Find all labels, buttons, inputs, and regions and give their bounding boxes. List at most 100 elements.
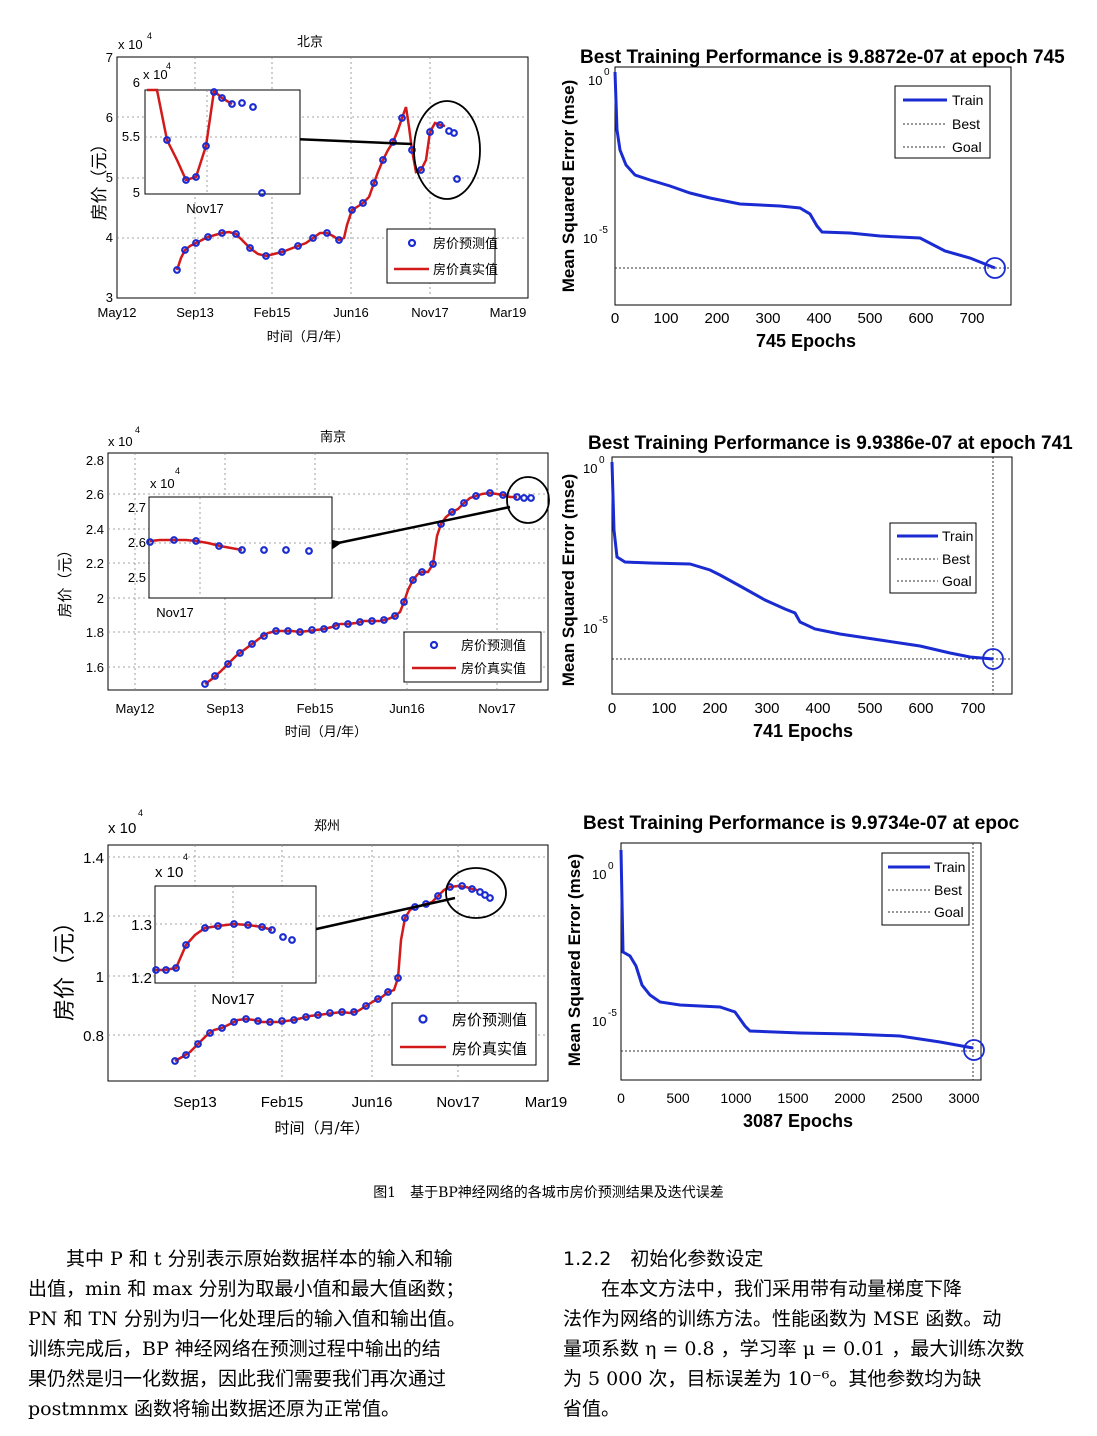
- legend-train: Train: [942, 528, 973, 544]
- exp-power: 4: [147, 31, 152, 41]
- perf-xtick: 500: [666, 1090, 690, 1106]
- perf-title: Best Training Performance is 9.9386e-07 …: [588, 433, 1073, 454]
- perf-xtick: 400: [805, 700, 830, 717]
- ytick-exp: 0: [604, 67, 610, 78]
- perf-xtick: 3000: [948, 1090, 979, 1106]
- paragraph-line: 量项系数 η = 0.8 ，学习率 μ = 0.01 ，最大训练次数: [563, 1338, 1025, 1360]
- perf-xlabel: 741 Epochs: [753, 721, 853, 741]
- xtick: Sep13: [176, 305, 214, 320]
- xtick: May12: [97, 305, 136, 320]
- ytick: 2.2: [86, 556, 104, 571]
- inset-exp-power: 4: [166, 61, 171, 71]
- perf-ylabel: Mean Squared Error (mse): [565, 854, 584, 1067]
- ytick: 0.8: [83, 1028, 104, 1045]
- legend-actual: 房价真实值: [452, 1040, 527, 1058]
- exp-label: x 10: [108, 820, 136, 837]
- perf-xtick: 600: [908, 310, 933, 327]
- chart-title: 北京: [297, 35, 323, 50]
- price-chart-zhengzhou: 郑州 x 10 4 0.8 1 1.2 1.4 Sep13 Feb15 Jun1…: [53, 808, 567, 1137]
- legend-best: Best: [952, 116, 980, 132]
- highlight-circle: [445, 867, 507, 919]
- inset-exp-power: 4: [175, 466, 180, 476]
- inset-xtick: Nov17: [211, 991, 254, 1008]
- xtick: Feb15: [297, 701, 334, 716]
- paragraph-line: 在本文方法中，我们采用带有动量梯度下降: [601, 1278, 963, 1300]
- xtick: Feb15: [254, 305, 291, 320]
- inset-ytick: 5: [133, 185, 140, 200]
- xtick: Nov17: [436, 1094, 479, 1111]
- figure-panel: 北京 x 10 4 3 4 5 6 7 May12 Sep13 Feb15 Ju…: [53, 31, 1079, 1137]
- best-marker: [984, 257, 1006, 279]
- paragraph-line: 为 5 000 次，目标误差为 10⁻⁶。其他参数均为缺: [563, 1368, 982, 1390]
- y-axis-label: 房价（元）: [90, 136, 110, 221]
- legend-goal: Goal: [934, 904, 964, 920]
- best-marker: [963, 1039, 985, 1061]
- inset-exp-label: x 10: [155, 864, 183, 881]
- exp-label: x 10: [108, 434, 133, 449]
- ytick-base: 10: [588, 73, 602, 88]
- ytick-exp: -5: [608, 1008, 617, 1019]
- ytick: 7: [106, 50, 113, 65]
- perf-xtick: 0: [611, 310, 619, 327]
- x-axis-label: 时间（月/年）: [267, 330, 349, 345]
- inset-zoom: x 10 4 1.2 1.3 Nov17: [131, 852, 317, 1008]
- inset-exp-label: x 10: [143, 67, 168, 82]
- perf-xtick: 200: [704, 310, 729, 327]
- perf-xtick: 600: [908, 700, 933, 717]
- xtick: Mar19: [490, 305, 527, 320]
- legend: 房价预测值 房价真实值: [403, 631, 542, 683]
- right-column-text: 1.2.2 初始化参数设定 在本文方法中，我们采用带有动量梯度下降 法作为网络的…: [563, 1244, 1055, 1424]
- xtick: Jun16: [333, 305, 368, 320]
- legend-actual: 房价真实值: [433, 262, 498, 278]
- ytick: 5: [106, 170, 113, 185]
- ytick: 1.6: [86, 660, 104, 675]
- xtick: Jun16: [389, 701, 424, 716]
- legend-goal: Goal: [952, 139, 982, 155]
- exp-label: x 10: [118, 37, 143, 52]
- inset-ytick: 1.3: [131, 917, 152, 934]
- price-chart-nanjing: 南京 x 10 4 1.6 1.8 2 2.2 2.4 2.6 2.8 May1…: [56, 425, 550, 740]
- ytick: 4: [106, 230, 113, 245]
- perf-xtick: 500: [857, 700, 882, 717]
- ytick-exp: -5: [599, 615, 608, 626]
- inset-zoom: x 10 4 5 5.5 6 Nov17: [122, 61, 301, 216]
- perf-ylabel: Mean Squared Error (mse): [559, 474, 578, 687]
- perf-xtick: 700: [959, 310, 984, 327]
- ytick-exp: 0: [599, 455, 605, 466]
- exp-power: 4: [135, 425, 140, 435]
- ytick: 2.8: [86, 453, 104, 468]
- zoom-arrow: [310, 505, 511, 561]
- ytick-base: 10: [583, 461, 597, 476]
- highlight-circle: [413, 100, 481, 200]
- legend: 房价预测值 房价真实值: [391, 1002, 537, 1066]
- left-column-text: 其中 P 和 t 分别表示原始数据样本的输入和输 出值，min 和 max 分别…: [28, 1244, 520, 1424]
- perf-legend: Train Best Goal: [881, 852, 970, 926]
- perf-chart-2: Best Training Performance is 9.9386e-07 …: [559, 433, 1073, 741]
- paragraph-line: postmnmx 函数将输出数据还原为正常值。: [28, 1398, 401, 1420]
- zoom-arrow: [284, 896, 456, 948]
- inset-ytick: 6: [133, 75, 140, 90]
- legend-best: Best: [934, 882, 962, 898]
- perf-xlabel: 745 Epochs: [756, 331, 856, 351]
- inset-ytick: 2.7: [128, 500, 146, 515]
- ytick: 3: [106, 290, 113, 305]
- predicted-points: [173, 114, 461, 274]
- perf-title: Best Training Performance is 9.8872e-07 …: [580, 47, 1065, 68]
- inset-xtick: Nov17: [186, 201, 224, 216]
- predicted-points: [171, 882, 494, 1065]
- inset-ytick: 2.5: [128, 570, 146, 585]
- ytick-base: 10: [583, 621, 597, 636]
- perf-xtick: 100: [651, 700, 676, 717]
- perf-xlabel: 3087 Epochs: [743, 1111, 853, 1131]
- xtick: Nov17: [411, 305, 449, 320]
- perf-xtick: 1000: [720, 1090, 751, 1106]
- xtick: Mar19: [525, 1094, 568, 1111]
- paragraph-line: PN 和 TN 分别为归一化处理后的输入值和输出值。: [28, 1308, 466, 1330]
- paragraph-line: 果仍然是归一化数据，因此我们需要我们再次通过: [28, 1368, 447, 1390]
- x-axis-label: 时间（月/年）: [274, 1119, 369, 1137]
- perf-xtick: 300: [754, 700, 779, 717]
- perf-xtick: 100: [653, 310, 678, 327]
- perf-xtick: 2000: [834, 1090, 865, 1106]
- ytick-base: 10: [592, 1014, 606, 1029]
- inset-ytick: 2.6: [128, 535, 146, 550]
